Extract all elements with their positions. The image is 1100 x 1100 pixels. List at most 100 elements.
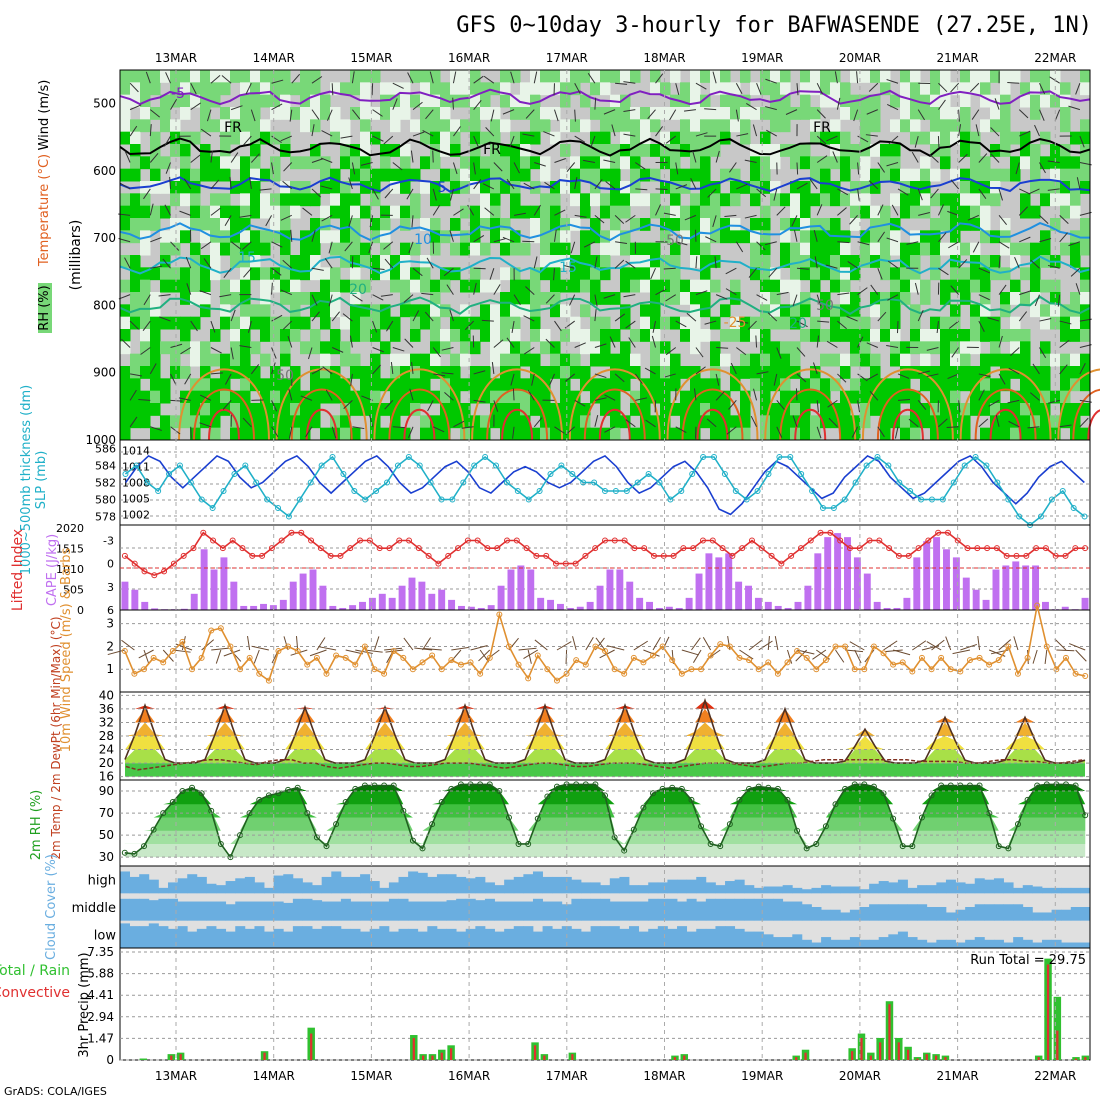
- lifted-index-line-point: [386, 545, 393, 552]
- surface-wind-barb: [403, 637, 414, 651]
- thickness-line-point: [503, 479, 510, 486]
- lifted-index-line-point: [1013, 552, 1020, 559]
- wind-barb: [695, 82, 707, 90]
- rh-cell: [1030, 156, 1041, 170]
- wind-barb: [594, 415, 599, 427]
- cloud-middle-bar: [532, 898, 543, 921]
- rh-cell: [690, 119, 701, 133]
- wind-barb: [250, 153, 260, 163]
- wind-speed-line-point: [208, 627, 215, 634]
- rh-cell: [910, 390, 921, 404]
- surface-wind-barb: [355, 649, 373, 655]
- rh-cell: [1030, 70, 1041, 83]
- rh-cell: [530, 82, 541, 96]
- rh-cell: [920, 230, 931, 244]
- rh-cell: [130, 144, 141, 157]
- isotherm-surface-loop: [290, 388, 353, 441]
- rh-cell: [330, 82, 341, 96]
- isotherm-surface-loop: [598, 408, 631, 441]
- rh-cell: [540, 230, 551, 244]
- date-label-top: 21MAR: [937, 51, 979, 65]
- surface-wind-barb: [422, 637, 432, 651]
- rh-cell: [480, 107, 491, 120]
- wind-barb: [695, 132, 708, 137]
- cloud-middle-bar: [292, 898, 303, 921]
- thickness-line-point: [1081, 513, 1088, 520]
- rh-cell: [540, 70, 551, 83]
- date-label-top: 16MAR: [448, 51, 490, 65]
- cloud-high-bar: [734, 879, 745, 894]
- rh-cell: [520, 107, 531, 120]
- rh-cell: [670, 156, 681, 170]
- rh-cell: [390, 378, 401, 392]
- rh-cell: [280, 70, 291, 83]
- rh-cell: [240, 366, 251, 379]
- wind-barb: [834, 71, 838, 84]
- rh-cell: [890, 378, 901, 392]
- wind-barb: [868, 180, 879, 190]
- wind-barb: [190, 320, 198, 332]
- wind-barb: [493, 339, 504, 348]
- rh-cell: [510, 70, 521, 83]
- rh-cell: [750, 230, 761, 244]
- rh-cell: [380, 218, 391, 231]
- wind-barb: [695, 256, 698, 269]
- rh-cell: [560, 242, 571, 256]
- rh-cell: [980, 316, 991, 330]
- cape-bar: [784, 607, 792, 610]
- rh-cell: [170, 82, 181, 96]
- rh-cell: [240, 230, 251, 244]
- rh-cell: [730, 329, 741, 342]
- wind-barb: [692, 150, 697, 163]
- rh-cell: [210, 427, 221, 441]
- rh-cell: [870, 366, 881, 379]
- rh-cell: [560, 279, 571, 293]
- rh-cell: [610, 70, 621, 83]
- rh-cell: [370, 390, 381, 404]
- wind-barb: [271, 282, 273, 295]
- rh-line-point: [995, 843, 1002, 850]
- isotherm-surface-loop: [275, 368, 368, 441]
- rh-cell: [590, 316, 601, 330]
- wind-barb: [938, 99, 946, 110]
- rh-cell: [270, 70, 281, 83]
- lifted-index-line-point: [180, 552, 187, 559]
- rh-cell: [470, 131, 481, 145]
- rh-cell: [930, 70, 941, 83]
- isotherm-surface-loop: [891, 408, 924, 441]
- wind-barb: [665, 135, 677, 144]
- wind-barb: [1047, 188, 1060, 191]
- rh-cell: [840, 168, 851, 182]
- rh-cell: [790, 156, 801, 170]
- cloud-low-bar: [936, 939, 947, 948]
- rh-cell: [360, 119, 371, 133]
- lifted-tick: -3: [103, 534, 114, 547]
- rh-cell: [490, 144, 501, 157]
- rh-cell: [200, 230, 211, 244]
- cloud-low-bar: [446, 928, 457, 948]
- date-label-bottom: 13MAR: [155, 1069, 197, 1083]
- wind-barb: [947, 210, 959, 216]
- rh-cell: [530, 366, 541, 379]
- rh-cell: [950, 193, 961, 207]
- wind-barb: [322, 366, 333, 375]
- rh-cell: [480, 378, 491, 392]
- rh-cell: [130, 390, 141, 404]
- wind-barb: [1059, 214, 1069, 225]
- precip-convective-bar: [851, 1051, 854, 1060]
- rh-cell: [450, 267, 461, 281]
- rh-cell: [930, 82, 941, 96]
- rh-cell: [990, 353, 1001, 367]
- wind-speed-line-point: [429, 652, 436, 659]
- rh-cell: [630, 390, 641, 404]
- rh-cell: [830, 193, 841, 207]
- rh-cell: [270, 205, 281, 219]
- wind-barb: [792, 415, 798, 427]
- rh-cell: [470, 427, 481, 441]
- rh-cell: [570, 82, 581, 96]
- surface-wind-barb: [1054, 638, 1067, 651]
- rh-cell: [650, 341, 661, 355]
- rh-cell: [880, 292, 891, 305]
- rh-cell: [1030, 242, 1041, 256]
- isotherm-15: [119, 255, 1091, 275]
